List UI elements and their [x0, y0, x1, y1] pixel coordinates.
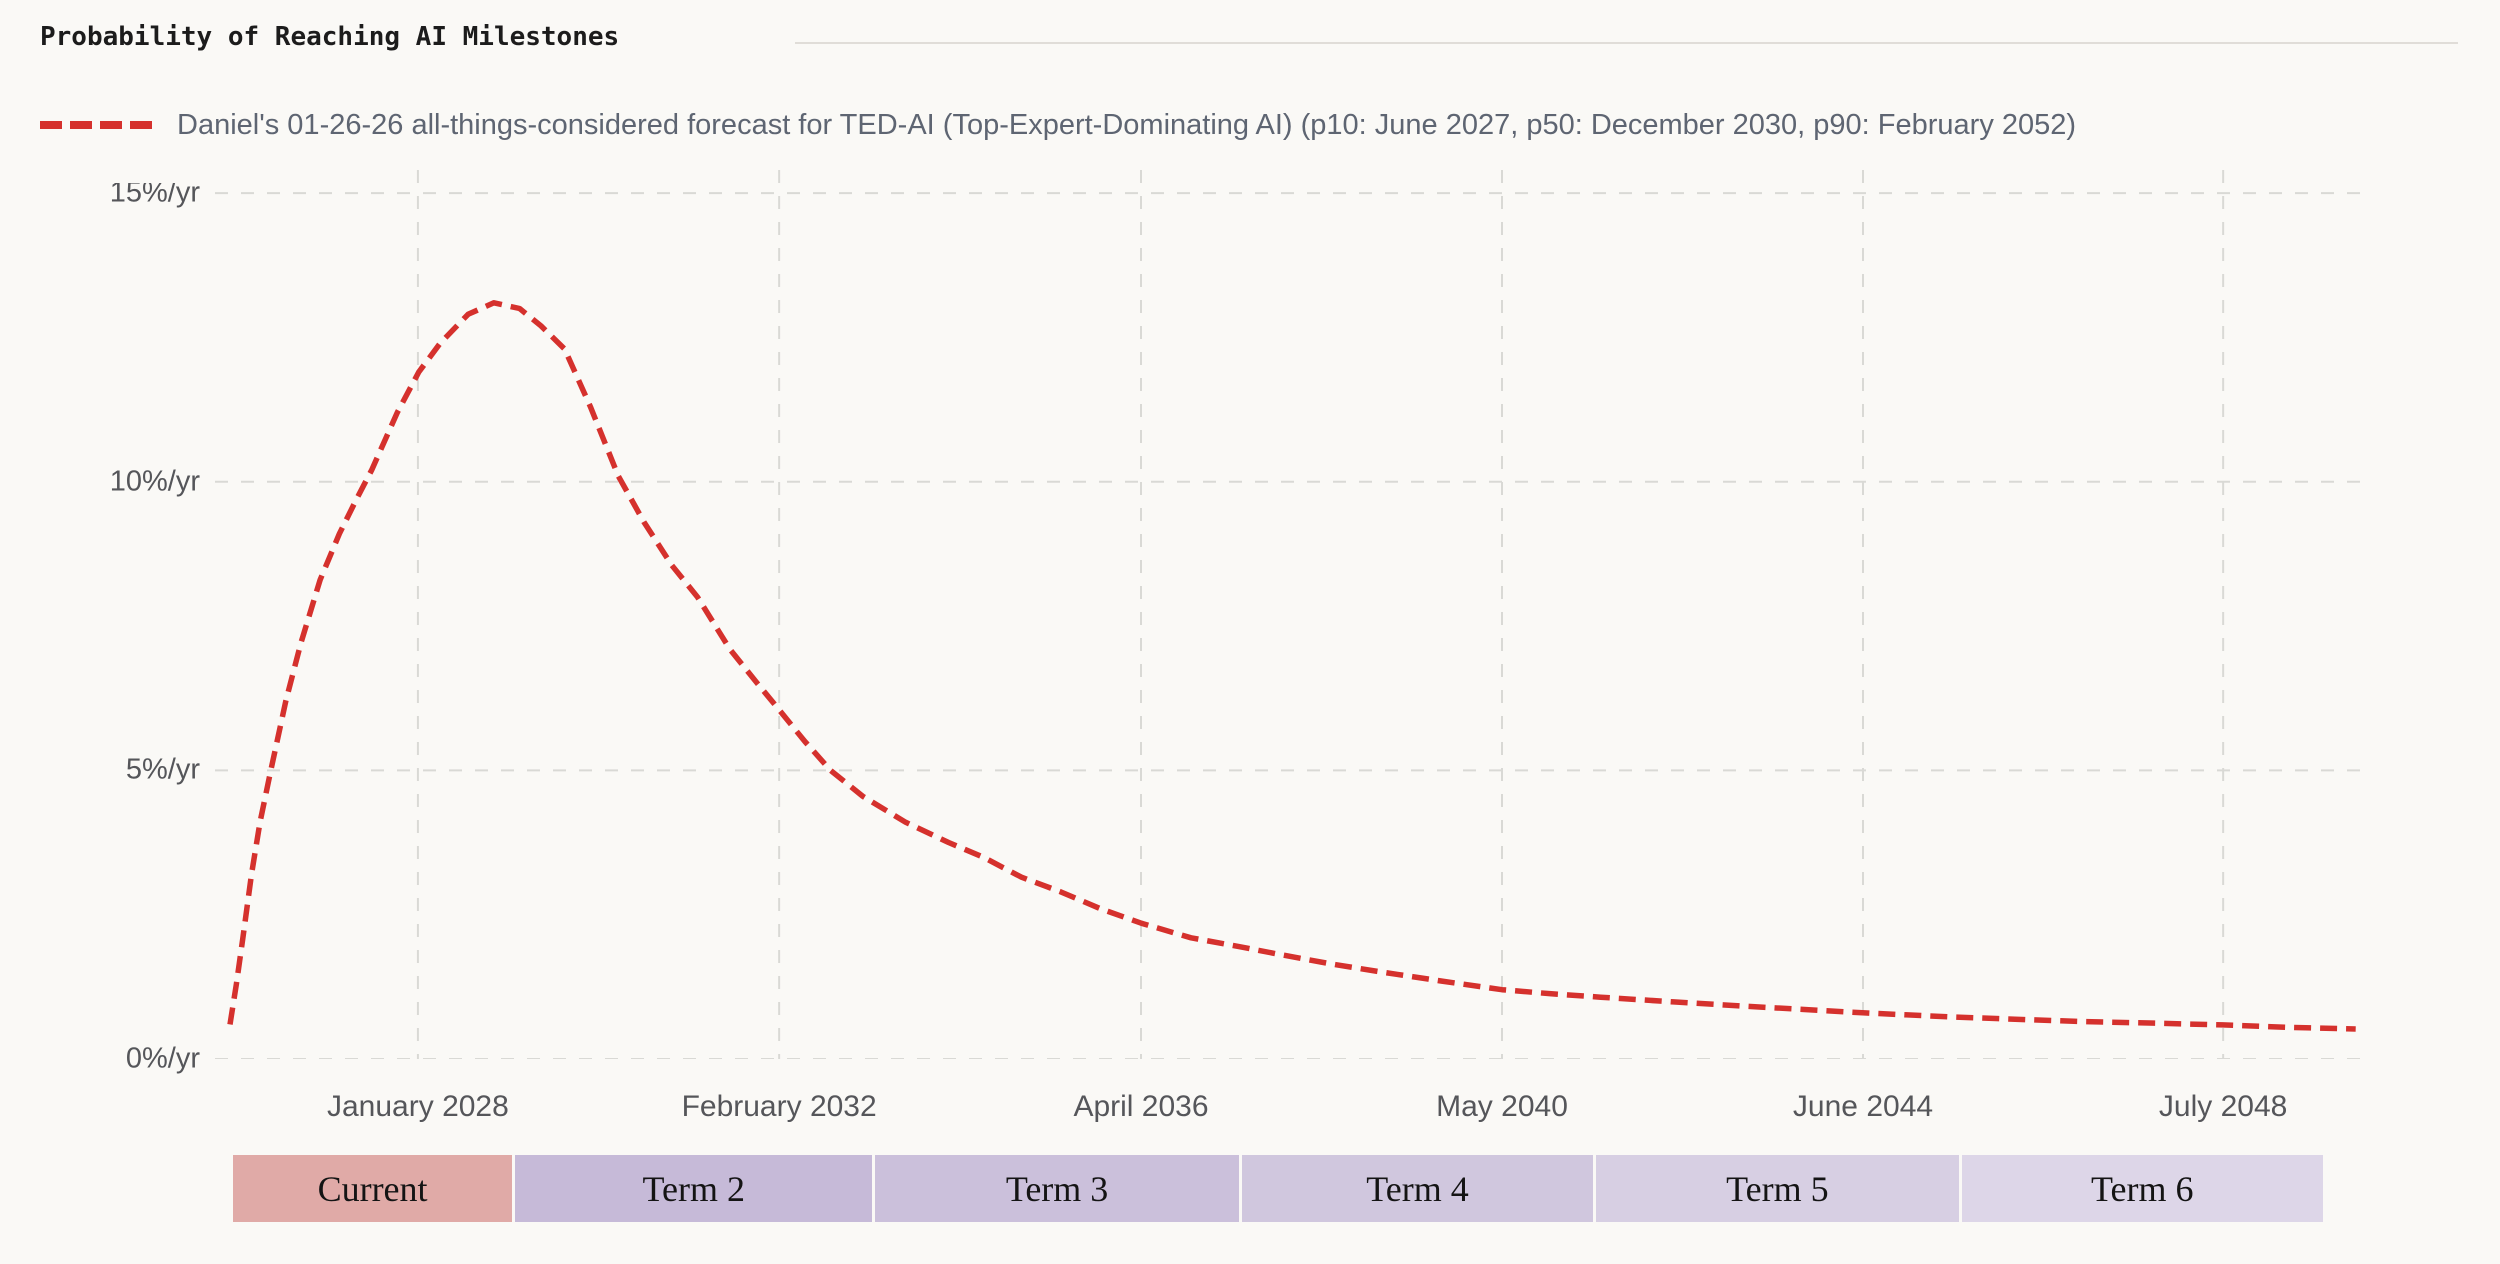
legend-item[interactable]: Daniel's 01-26-26 all-things-considered …	[40, 104, 2076, 146]
y-tick-label: 5%/yr	[125, 753, 200, 786]
x-tick-label: April 2036	[1073, 1090, 1209, 1123]
title-divider	[795, 42, 2458, 44]
y-axis-labels: 15%/yr 10%/yr 5%/yr 0%/yr	[40, 183, 200, 1103]
term-label: Term 2	[642, 1168, 745, 1209]
x-tick-label: June 2044	[1792, 1090, 1934, 1123]
x-tick-label: July 2048	[2158, 1090, 2288, 1123]
term-segment-term-2[interactable]: Term 2	[515, 1155, 873, 1222]
term-segment-current[interactable]: Current	[233, 1155, 513, 1222]
x-tick-label: January 2028	[327, 1090, 509, 1123]
term-label: Term 4	[1366, 1168, 1469, 1209]
term-segment-term-6[interactable]: Term 6	[1961, 1155, 2323, 1222]
term-segment-term-3[interactable]: Term 3	[875, 1155, 1239, 1222]
page-title: Probability of Reaching AI Milestones	[40, 22, 620, 52]
term-label: Current	[317, 1168, 428, 1209]
forecast-curve	[227, 300, 2356, 1032]
term-label: Term 6	[2091, 1168, 2194, 1209]
term-segment-term-4[interactable]: Term 4	[1241, 1155, 1594, 1222]
x-tick-label: May 2040	[1436, 1090, 1568, 1123]
y-tick-label: 0%/yr	[125, 1042, 200, 1075]
term-label: Term 5	[1726, 1168, 1829, 1209]
plot-area	[215, 170, 2360, 1059]
x-tick-label: February 2032	[681, 1090, 877, 1123]
term-bar: Current Term 2 Term 3 Term 4 Term 5 Term 6	[233, 1155, 2323, 1222]
term-segment-term-5[interactable]: Term 5	[1596, 1155, 1959, 1222]
forecast-chart	[215, 170, 2360, 1059]
y-tick-label: 10%/yr	[109, 465, 200, 498]
dashed-line-swatch-icon	[40, 121, 152, 129]
term-label: Term 3	[1005, 1168, 1109, 1209]
legend-label: Daniel's 01-26-26 all-things-considered …	[177, 108, 2077, 141]
y-tick-label: 15%/yr	[109, 183, 200, 209]
